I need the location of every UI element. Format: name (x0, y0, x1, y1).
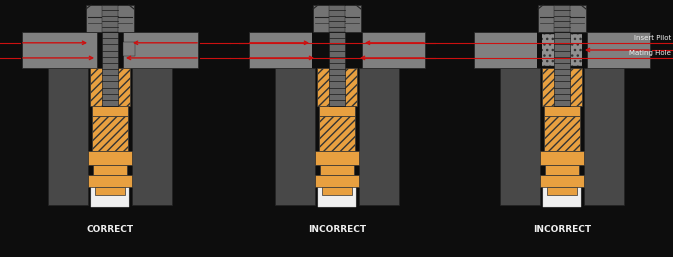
Text: INCORRECT: INCORRECT (533, 225, 591, 234)
Bar (315, 175, 359, 187)
Bar (537, 32, 542, 68)
Bar (123, 42, 135, 56)
Bar (132, 68, 172, 205)
Bar (544, 106, 580, 116)
Bar (554, 5, 570, 32)
Bar (359, 68, 399, 205)
Bar (312, 32, 317, 68)
Bar (313, 5, 361, 32)
Bar (362, 32, 425, 68)
Bar (538, 34, 586, 66)
Bar (317, 68, 357, 106)
Bar (322, 187, 352, 195)
Bar (357, 32, 362, 68)
Bar (545, 165, 579, 175)
Bar (554, 32, 570, 106)
Bar (542, 68, 582, 106)
Bar (543, 183, 581, 207)
Bar (90, 68, 130, 106)
Bar (318, 183, 356, 207)
Bar (102, 5, 118, 32)
Bar (88, 151, 132, 165)
Bar (500, 68, 540, 205)
Bar (319, 116, 355, 151)
Text: INCORRECT: INCORRECT (308, 225, 366, 234)
Bar (249, 32, 312, 68)
Bar (540, 175, 584, 187)
Bar (329, 5, 345, 32)
Bar (123, 32, 198, 68)
Bar (547, 187, 577, 195)
Bar (329, 32, 345, 106)
Bar (538, 5, 586, 32)
Bar (582, 32, 587, 68)
Text: Insert Pilot: Insert Pilot (634, 35, 671, 41)
Bar (92, 106, 128, 116)
Bar (275, 68, 315, 205)
Bar (91, 183, 129, 207)
Bar (540, 151, 584, 165)
Bar (315, 151, 359, 165)
Bar (474, 32, 537, 68)
Bar (102, 32, 118, 106)
Text: Mating Hole: Mating Hole (629, 50, 671, 56)
Bar (95, 187, 125, 195)
Bar (320, 165, 354, 175)
Bar (93, 165, 127, 175)
Bar (86, 5, 134, 32)
Bar (584, 68, 624, 205)
Bar (319, 106, 355, 116)
Bar (92, 116, 128, 151)
Text: CORRECT: CORRECT (86, 225, 133, 234)
Bar (22, 32, 97, 68)
Bar (88, 175, 132, 187)
Bar (48, 68, 88, 205)
Bar (587, 32, 650, 68)
Bar (544, 116, 580, 151)
